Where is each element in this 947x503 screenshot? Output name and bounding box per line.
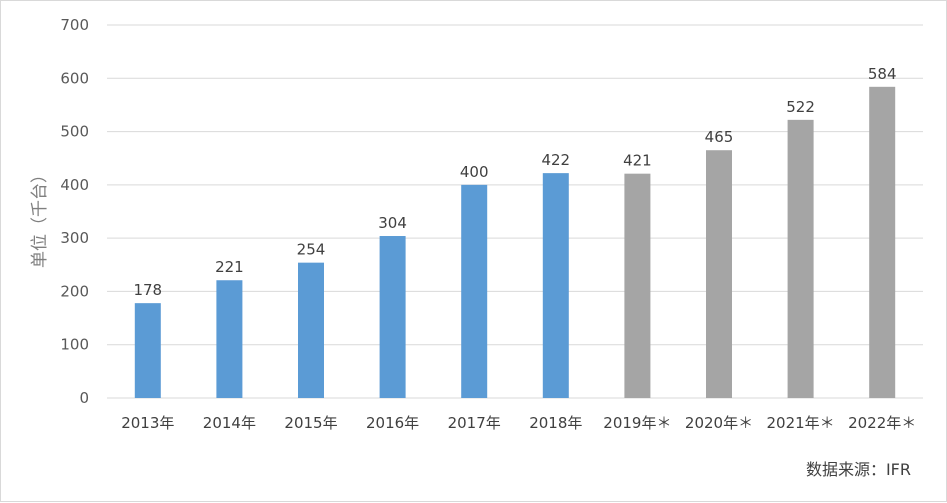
x-category-label: 2020年＊	[685, 414, 753, 432]
bar	[706, 150, 732, 398]
y-axis-title: 单位（千台）	[30, 166, 50, 268]
y-tick-label: 600	[60, 69, 89, 87]
x-category-label: 2017年	[448, 414, 501, 432]
data-label: 400	[460, 163, 489, 181]
x-category-label: 2019年＊	[603, 414, 671, 432]
bar	[787, 119, 814, 398]
source-note: 数据来源：IFR	[806, 460, 911, 479]
x-category-label: 2021年＊	[767, 414, 835, 432]
y-tick-label: 0	[79, 389, 89, 407]
y-tick-label: 200	[60, 282, 89, 300]
data-label: 304	[378, 214, 407, 232]
x-category-label: 2015年	[284, 414, 337, 432]
data-label: 584	[868, 65, 897, 83]
bar	[542, 173, 569, 398]
x-category-label: 2014年	[203, 414, 256, 432]
x-category-label: 2022年＊	[848, 414, 916, 432]
data-labels: 178 221 254 304 400 422 421 465 522 584	[133, 65, 896, 299]
x-category-label: 2018年	[529, 414, 582, 432]
data-label: 422	[541, 151, 570, 169]
data-label: 221	[215, 258, 244, 276]
bars	[134, 86, 896, 398]
y-axis-ticks: 0 100 200 300 400 500 600 700	[60, 16, 89, 407]
data-label: 421	[623, 152, 652, 170]
data-label: 465	[705, 128, 734, 146]
data-label: 522	[786, 98, 815, 116]
data-label: 254	[297, 241, 326, 259]
y-tick-label: 100	[60, 336, 89, 354]
y-tick-label: 300	[60, 229, 89, 247]
x-category-label: 2016年	[366, 414, 419, 432]
y-tick-label: 700	[60, 16, 89, 34]
bar	[624, 173, 651, 398]
gridlines	[107, 24, 923, 399]
bar	[869, 86, 896, 398]
bar	[379, 236, 406, 398]
bar	[216, 280, 243, 398]
bar	[134, 303, 161, 398]
x-category-label: 2013年	[121, 414, 174, 432]
bar	[298, 262, 324, 398]
data-label: 178	[133, 281, 162, 299]
bar	[461, 184, 488, 398]
y-tick-label: 400	[60, 176, 89, 194]
y-tick-label: 500	[60, 123, 89, 141]
x-axis-categories: 2013年 2014年 2015年 2016年 2017年 2018年 2019年＊ 2020…	[121, 414, 916, 432]
